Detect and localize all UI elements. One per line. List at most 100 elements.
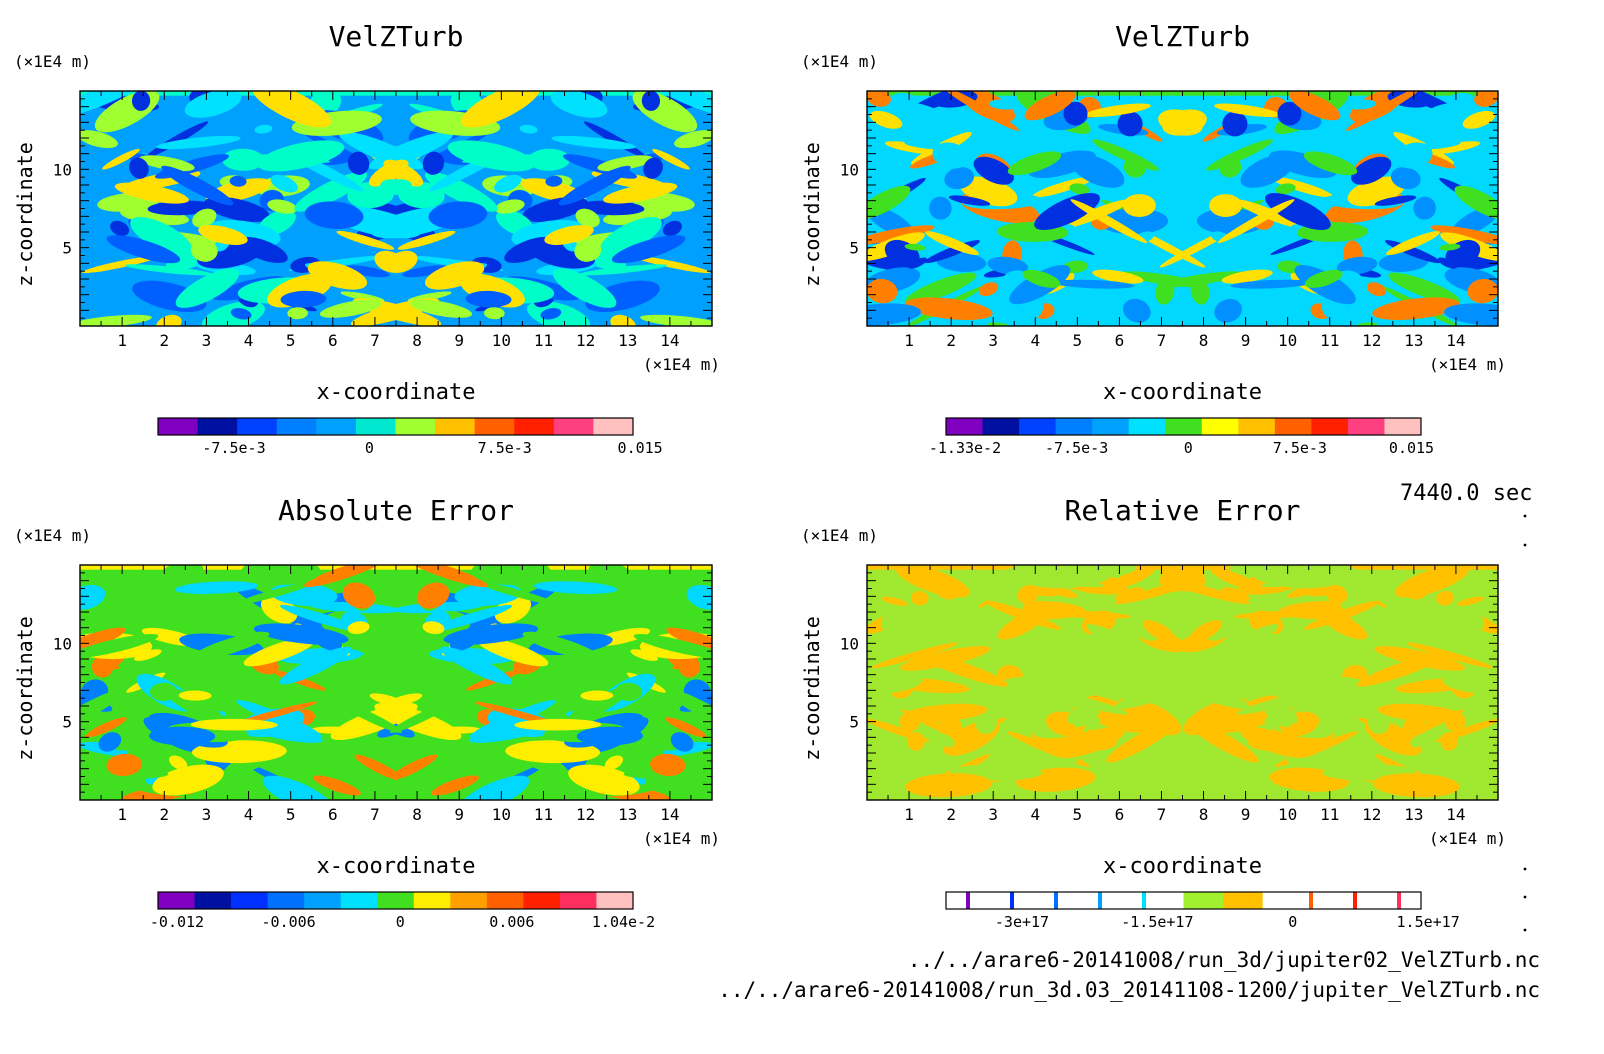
time-label: 7440.0 sec <box>1400 481 1533 506</box>
colorbar-segment <box>1055 418 1093 435</box>
field-blob <box>1351 156 1392 185</box>
field-blob <box>243 637 316 667</box>
chart-title: VelZTurb <box>1115 20 1250 53</box>
field-blob <box>1282 789 1348 800</box>
field-blob <box>551 135 636 150</box>
field-blob <box>575 208 600 228</box>
colorbar-segment <box>523 892 561 909</box>
field-blob <box>1187 720 1259 763</box>
x-axis-label: x-coordinate <box>1103 854 1262 879</box>
field-blob <box>978 282 999 297</box>
x-axis-label: x-coordinate <box>317 854 476 879</box>
field-blob <box>1125 763 1150 779</box>
field-blob <box>347 621 370 635</box>
field-blob <box>1219 156 1242 178</box>
field-blob <box>641 91 661 111</box>
colorbar-segment <box>514 418 555 435</box>
field-blob <box>1265 192 1331 231</box>
x-tick-label: 4 <box>244 805 254 824</box>
field-blob <box>1122 298 1151 323</box>
x-tick-label: 5 <box>286 331 296 350</box>
field-blob <box>138 155 195 172</box>
x-tick-label: 12 <box>576 331 595 350</box>
field-blob <box>307 261 368 290</box>
colorbar-label: -1.33e-2 <box>929 439 1001 457</box>
colorbar: -7.5e-3 0 7.5e-3 0.015 <box>157 417 663 457</box>
field-blob <box>1059 654 1118 673</box>
field-blob <box>545 175 563 187</box>
margin-dot <box>1523 928 1527 932</box>
colorbar: -3e+17 -1.5e+17 0 1.5e+17 <box>945 891 1460 931</box>
field-blob <box>672 661 696 670</box>
field-blob <box>1373 773 1460 798</box>
field-blob <box>270 174 298 193</box>
x-tick-label: 13 <box>618 331 637 350</box>
colorbar-segment <box>450 892 488 909</box>
field-blob <box>475 580 559 606</box>
field-blob <box>1162 109 1207 136</box>
field-blob <box>867 670 923 695</box>
colorbar-segment <box>559 892 597 909</box>
field-blob <box>1278 683 1360 711</box>
field-blob <box>649 91 712 118</box>
field-blob <box>1395 142 1433 169</box>
field-blob <box>550 91 608 118</box>
x-tick-label: 3 <box>988 331 998 350</box>
field-blob <box>1368 712 1390 735</box>
field-blob <box>156 135 241 150</box>
x-tick-label: 8 <box>412 331 422 350</box>
field-blob <box>1022 269 1061 288</box>
field-blob <box>867 756 909 785</box>
field-blob <box>1214 103 1281 118</box>
field-blob <box>905 773 992 798</box>
field-blob <box>1069 183 1090 195</box>
field-blob <box>386 250 418 273</box>
field-blob <box>988 99 1021 110</box>
colorbar-label: 1.04e-2 <box>592 913 655 931</box>
colorbar-segment <box>197 418 238 435</box>
x-unit-label: (×1E4 m) <box>1429 355 1506 374</box>
field-blob <box>925 231 979 256</box>
field-blob <box>1410 733 1433 748</box>
field-blob <box>899 711 920 732</box>
field-blob <box>650 753 686 777</box>
field-blob <box>251 91 331 128</box>
field-blob <box>1032 176 1095 198</box>
field-blob <box>80 584 106 610</box>
x-tick-label: 1 <box>117 805 127 824</box>
field-blob <box>1222 111 1248 137</box>
y-axis-label: z-coordinate <box>13 616 37 761</box>
x-unit-label: (×1E4 m) <box>643 355 720 374</box>
file-path-1: ../../arare6-20141008/run_3d/jupiter02_V… <box>907 948 1540 972</box>
colorbar-label: 0 <box>396 913 405 931</box>
field-blob <box>304 565 386 588</box>
field-blob <box>1241 633 1295 651</box>
field-blob <box>1017 584 1039 604</box>
field-blob <box>552 268 617 308</box>
x-tick-label: 6 <box>328 331 338 350</box>
field-blob <box>640 314 712 326</box>
field-blob <box>422 621 445 635</box>
field-blob <box>527 301 591 326</box>
field-blob <box>1003 270 1028 284</box>
field-blob <box>440 646 513 685</box>
x-tick-label: 9 <box>1241 331 1251 350</box>
colorbar-segment <box>158 418 199 435</box>
field-blob <box>471 565 551 585</box>
field-blob <box>392 574 415 597</box>
field-blob <box>155 314 182 326</box>
x-tick-label: 6 <box>328 805 338 824</box>
field-blob <box>342 582 376 609</box>
field-blob <box>973 156 1014 185</box>
field-blob <box>604 755 624 770</box>
field-blob <box>1277 101 1302 126</box>
field-blob <box>1474 91 1498 107</box>
x-tick-label: 6 <box>1115 805 1125 824</box>
field-blob <box>566 686 630 724</box>
field-blob <box>175 268 240 308</box>
field-blob <box>1377 703 1463 723</box>
x-tick-label: 10 <box>492 805 511 824</box>
field-blob <box>262 775 334 800</box>
colorbar-label: -3e+17 <box>995 913 1049 931</box>
field-blob <box>1123 194 1156 217</box>
